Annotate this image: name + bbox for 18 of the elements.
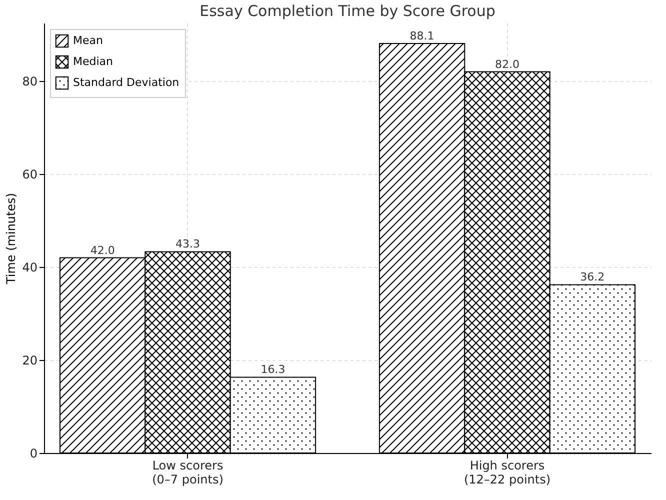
x-tick-label: Low scorers (0–7 points) xyxy=(152,458,224,486)
y-axis-title: Time (minutes) xyxy=(4,192,18,286)
y-tick-label: 80 xyxy=(22,74,38,89)
data-label: 88.1 xyxy=(410,29,434,42)
data-label: 42.0 xyxy=(90,244,115,257)
data-label: 82.0 xyxy=(494,58,520,71)
legend-label: Mean xyxy=(73,34,103,47)
data-label: 36.2 xyxy=(580,270,605,284)
chart-title: Essay Completion Time by Score Group xyxy=(200,2,496,20)
data-label: 16.3 xyxy=(260,363,286,376)
data-label: 43.3 xyxy=(176,238,200,251)
legend-label: Median xyxy=(73,55,114,68)
legend-label: Standard Deviation xyxy=(73,76,180,89)
y-tick-label: 40 xyxy=(22,260,38,275)
x-tick-label: High scorers (12–22 points) xyxy=(464,458,551,486)
y-tick-label: 0 xyxy=(30,446,38,460)
y-tick-label: 20 xyxy=(22,354,38,368)
y-tick-label: 60 xyxy=(22,168,38,182)
